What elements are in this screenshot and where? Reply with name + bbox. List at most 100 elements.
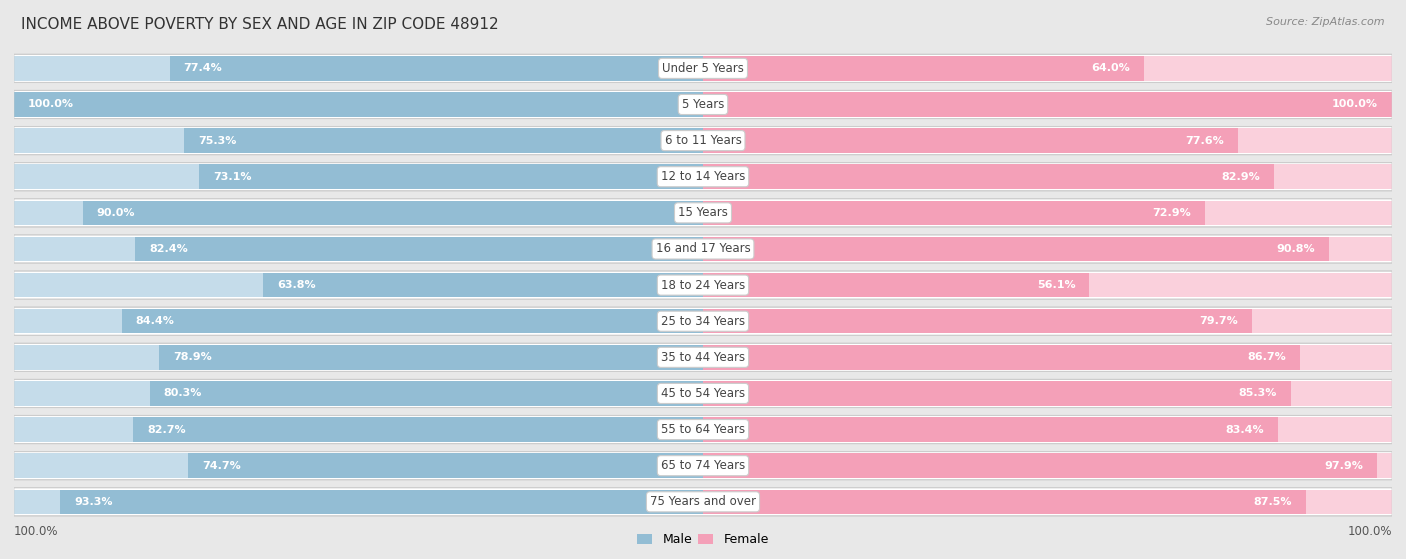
- FancyBboxPatch shape: [703, 201, 1392, 225]
- Text: Under 5 Years: Under 5 Years: [662, 62, 744, 75]
- Text: 5 Years: 5 Years: [682, 98, 724, 111]
- Text: 85.3%: 85.3%: [1239, 389, 1277, 399]
- Text: 78.9%: 78.9%: [173, 352, 212, 362]
- Text: 12 to 14 Years: 12 to 14 Years: [661, 170, 745, 183]
- Text: 82.7%: 82.7%: [148, 425, 186, 434]
- FancyBboxPatch shape: [703, 309, 1253, 334]
- FancyBboxPatch shape: [703, 490, 1306, 514]
- Text: 15 Years: 15 Years: [678, 206, 728, 219]
- FancyBboxPatch shape: [14, 309, 703, 334]
- FancyBboxPatch shape: [703, 345, 1392, 369]
- Text: Source: ZipAtlas.com: Source: ZipAtlas.com: [1267, 17, 1385, 27]
- FancyBboxPatch shape: [14, 381, 703, 406]
- FancyBboxPatch shape: [14, 163, 1392, 191]
- FancyBboxPatch shape: [703, 345, 1301, 369]
- Text: 74.7%: 74.7%: [202, 461, 240, 471]
- FancyBboxPatch shape: [14, 415, 1392, 444]
- Text: 72.9%: 72.9%: [1153, 208, 1191, 218]
- FancyBboxPatch shape: [14, 122, 1392, 159]
- Text: 90.8%: 90.8%: [1277, 244, 1315, 254]
- FancyBboxPatch shape: [703, 273, 1392, 297]
- Text: 90.0%: 90.0%: [97, 208, 135, 218]
- FancyBboxPatch shape: [14, 195, 1392, 231]
- FancyBboxPatch shape: [60, 490, 703, 514]
- FancyBboxPatch shape: [184, 129, 703, 153]
- FancyBboxPatch shape: [14, 231, 1392, 267]
- FancyBboxPatch shape: [703, 417, 1278, 442]
- FancyBboxPatch shape: [170, 56, 703, 80]
- FancyBboxPatch shape: [121, 309, 703, 334]
- Text: 6 to 11 Years: 6 to 11 Years: [665, 134, 741, 147]
- FancyBboxPatch shape: [83, 201, 703, 225]
- Text: 82.9%: 82.9%: [1222, 172, 1260, 182]
- FancyBboxPatch shape: [14, 54, 1392, 83]
- Text: 79.7%: 79.7%: [1199, 316, 1239, 326]
- Text: 45 to 54 Years: 45 to 54 Years: [661, 387, 745, 400]
- FancyBboxPatch shape: [14, 50, 1392, 87]
- FancyBboxPatch shape: [14, 164, 703, 189]
- FancyBboxPatch shape: [188, 453, 703, 478]
- Legend: Male, Female: Male, Female: [633, 528, 773, 551]
- FancyBboxPatch shape: [14, 235, 1392, 263]
- FancyBboxPatch shape: [703, 417, 1392, 442]
- FancyBboxPatch shape: [703, 273, 1090, 297]
- FancyBboxPatch shape: [14, 339, 1392, 376]
- Text: 100.0%: 100.0%: [1331, 100, 1378, 110]
- Text: 100.0%: 100.0%: [1347, 525, 1392, 538]
- Text: 63.8%: 63.8%: [277, 280, 316, 290]
- Text: 100.0%: 100.0%: [28, 100, 75, 110]
- FancyBboxPatch shape: [14, 91, 1392, 119]
- FancyBboxPatch shape: [14, 129, 703, 153]
- Text: 35 to 44 Years: 35 to 44 Years: [661, 351, 745, 364]
- FancyBboxPatch shape: [703, 381, 1392, 406]
- FancyBboxPatch shape: [14, 487, 1392, 516]
- FancyBboxPatch shape: [14, 345, 703, 369]
- FancyBboxPatch shape: [263, 273, 703, 297]
- FancyBboxPatch shape: [14, 417, 703, 442]
- Text: 65 to 74 Years: 65 to 74 Years: [661, 459, 745, 472]
- Text: 84.4%: 84.4%: [135, 316, 174, 326]
- FancyBboxPatch shape: [703, 236, 1392, 261]
- FancyBboxPatch shape: [14, 490, 703, 514]
- FancyBboxPatch shape: [14, 236, 703, 261]
- FancyBboxPatch shape: [14, 159, 1392, 195]
- Text: 75 Years and over: 75 Years and over: [650, 495, 756, 508]
- Text: 82.4%: 82.4%: [149, 244, 188, 254]
- FancyBboxPatch shape: [703, 381, 1291, 406]
- FancyBboxPatch shape: [703, 56, 1144, 80]
- FancyBboxPatch shape: [703, 309, 1392, 334]
- FancyBboxPatch shape: [14, 452, 1392, 480]
- FancyBboxPatch shape: [703, 92, 1392, 117]
- Text: 16 and 17 Years: 16 and 17 Years: [655, 243, 751, 255]
- FancyBboxPatch shape: [703, 164, 1274, 189]
- FancyBboxPatch shape: [703, 56, 1392, 80]
- Text: 64.0%: 64.0%: [1091, 63, 1130, 73]
- Text: INCOME ABOVE POVERTY BY SEX AND AGE IN ZIP CODE 48912: INCOME ABOVE POVERTY BY SEX AND AGE IN Z…: [21, 17, 499, 32]
- FancyBboxPatch shape: [14, 376, 1392, 411]
- Text: 55 to 64 Years: 55 to 64 Years: [661, 423, 745, 436]
- FancyBboxPatch shape: [703, 92, 1392, 117]
- Text: 83.4%: 83.4%: [1225, 425, 1264, 434]
- FancyBboxPatch shape: [14, 271, 1392, 299]
- FancyBboxPatch shape: [14, 199, 1392, 227]
- FancyBboxPatch shape: [14, 87, 1392, 122]
- Text: 93.3%: 93.3%: [75, 497, 112, 507]
- Text: 56.1%: 56.1%: [1038, 280, 1076, 290]
- Text: 75.3%: 75.3%: [198, 136, 236, 145]
- Text: 80.3%: 80.3%: [163, 389, 202, 399]
- FancyBboxPatch shape: [14, 201, 703, 225]
- FancyBboxPatch shape: [14, 484, 1392, 520]
- FancyBboxPatch shape: [14, 267, 1392, 303]
- FancyBboxPatch shape: [14, 126, 1392, 155]
- FancyBboxPatch shape: [703, 453, 1378, 478]
- FancyBboxPatch shape: [703, 201, 1205, 225]
- Text: 86.7%: 86.7%: [1247, 352, 1286, 362]
- FancyBboxPatch shape: [703, 236, 1329, 261]
- Text: 25 to 34 Years: 25 to 34 Years: [661, 315, 745, 328]
- FancyBboxPatch shape: [14, 303, 1392, 339]
- FancyBboxPatch shape: [703, 490, 1392, 514]
- Text: 97.9%: 97.9%: [1324, 461, 1364, 471]
- FancyBboxPatch shape: [14, 92, 703, 117]
- FancyBboxPatch shape: [134, 417, 703, 442]
- FancyBboxPatch shape: [14, 273, 703, 297]
